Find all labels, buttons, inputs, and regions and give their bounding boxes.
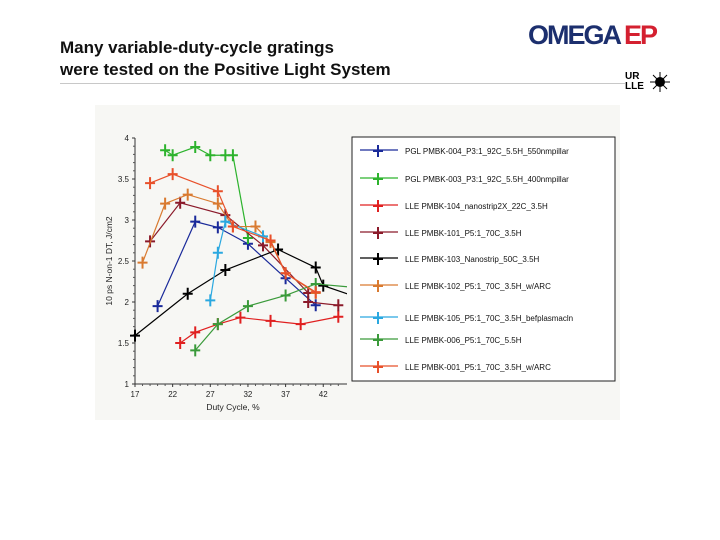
data-point bbox=[190, 141, 201, 154]
data-point bbox=[212, 197, 223, 210]
y-tick-label: 3.5 bbox=[118, 175, 130, 184]
data-point bbox=[310, 299, 321, 312]
data-point bbox=[137, 256, 148, 269]
data-point bbox=[333, 299, 344, 312]
data-point bbox=[205, 294, 216, 307]
data-point bbox=[227, 149, 238, 162]
y-tick-label: 2.5 bbox=[118, 257, 130, 266]
data-point bbox=[175, 337, 186, 349]
data-point bbox=[167, 149, 178, 162]
data-point bbox=[212, 185, 223, 198]
legend-marker bbox=[373, 334, 383, 346]
data-point bbox=[227, 220, 238, 233]
legend-marker bbox=[373, 227, 383, 239]
logo-ep: EP bbox=[624, 20, 658, 50]
data-point bbox=[205, 149, 216, 162]
y-tick-label: 3 bbox=[125, 216, 130, 225]
data-point bbox=[235, 311, 246, 324]
series-line bbox=[157, 220, 317, 307]
series-line bbox=[179, 316, 339, 344]
ur-lle-logo: UR LLE bbox=[625, 71, 670, 92]
omega-ep-logo: OMEGA EP bbox=[528, 20, 658, 51]
title-divider bbox=[60, 83, 625, 84]
data-point bbox=[160, 197, 171, 210]
data-point bbox=[310, 261, 321, 274]
legend-marker bbox=[373, 280, 383, 292]
legend-marker bbox=[373, 361, 383, 373]
logo-omega: OMEGA bbox=[528, 20, 622, 50]
data-point bbox=[160, 144, 171, 157]
data-point bbox=[250, 220, 261, 233]
data-point bbox=[265, 234, 276, 247]
x-tick-label: 17 bbox=[131, 390, 140, 399]
legend-label: LLE PMBK-001_P5:1_70C_3.5H_w/ARC bbox=[405, 363, 551, 372]
data-point bbox=[182, 287, 193, 300]
data-point bbox=[152, 300, 163, 313]
slide-title-line1: Many variable-duty-cycle gratings bbox=[60, 38, 334, 57]
logo-lle: LLE bbox=[625, 81, 644, 92]
data-point bbox=[212, 246, 223, 259]
data-point bbox=[333, 310, 344, 323]
legend-label: LLE PMBK-103_Nanostrip_50C_3.5H bbox=[405, 255, 540, 264]
legend-label: LLE PMBK-105_P5:1_70C_3.5H_befplasmacln bbox=[405, 314, 573, 323]
series-line bbox=[194, 283, 347, 351]
data-point bbox=[145, 177, 156, 190]
data-point bbox=[280, 267, 291, 280]
legend-label: LLE PMBK-101_P5:1_70C_3.5H bbox=[405, 229, 522, 238]
data-point bbox=[190, 326, 201, 339]
data-point bbox=[190, 344, 201, 357]
legend-marker bbox=[373, 253, 383, 265]
legend-label: PGL PMBK-004_P3:1_92C_5.5H_550nmpillar bbox=[405, 147, 569, 156]
data-point bbox=[212, 318, 223, 331]
data-point bbox=[280, 289, 291, 302]
y-tick-label: 2 bbox=[125, 298, 130, 307]
data-point bbox=[220, 215, 231, 228]
y-tick-label: 1.5 bbox=[118, 339, 130, 348]
data-point bbox=[310, 286, 321, 299]
data-point bbox=[175, 196, 186, 209]
data-point bbox=[130, 329, 140, 342]
data-point bbox=[167, 168, 178, 181]
data-point bbox=[265, 314, 276, 327]
x-axis-label: Duty Cycle, % bbox=[206, 402, 260, 412]
logo-ur: UR bbox=[625, 71, 640, 82]
slide-title: Many variable-duty-cycle gratings were t… bbox=[60, 37, 391, 81]
x-tick-label: 42 bbox=[319, 390, 328, 399]
data-point bbox=[242, 300, 253, 313]
data-point bbox=[190, 215, 201, 228]
data-point bbox=[220, 264, 231, 277]
x-tick-label: 37 bbox=[281, 390, 290, 399]
series-line bbox=[209, 220, 264, 301]
data-point bbox=[212, 221, 223, 234]
legend-marker bbox=[373, 145, 383, 157]
y-axis-label: 10 ps N-on-1 DT, J/cm2 bbox=[104, 216, 114, 306]
legend-marker bbox=[373, 173, 383, 185]
x-tick-label: 22 bbox=[168, 390, 177, 399]
x-tick-label: 32 bbox=[243, 390, 252, 399]
y-tick-label: 4 bbox=[125, 134, 130, 143]
data-point bbox=[295, 318, 306, 331]
laser-burst-icon bbox=[650, 72, 670, 92]
data-point bbox=[318, 279, 329, 292]
legend-label: LLE PMBK-104_nanostrip2X_22C_3.5H bbox=[405, 202, 548, 211]
slide-title-line2: were tested on the Positive Light System bbox=[60, 60, 391, 79]
legend-label: PGL PMBK-003_P3:1_92C_5.5H_400nmpillar bbox=[405, 175, 569, 184]
x-tick-label: 27 bbox=[206, 390, 215, 399]
legend-marker bbox=[373, 312, 383, 324]
legend-marker bbox=[373, 200, 383, 212]
data-point bbox=[303, 296, 314, 308]
y-tick-label: 1 bbox=[125, 380, 130, 389]
legend-label: LLE PMBK-102_P5:1_70C_3.5H_w/ARC bbox=[405, 282, 551, 291]
data-point bbox=[182, 188, 193, 201]
legend-label: LLE PMBK-006_P5:1_70C_5.5H bbox=[405, 336, 522, 345]
